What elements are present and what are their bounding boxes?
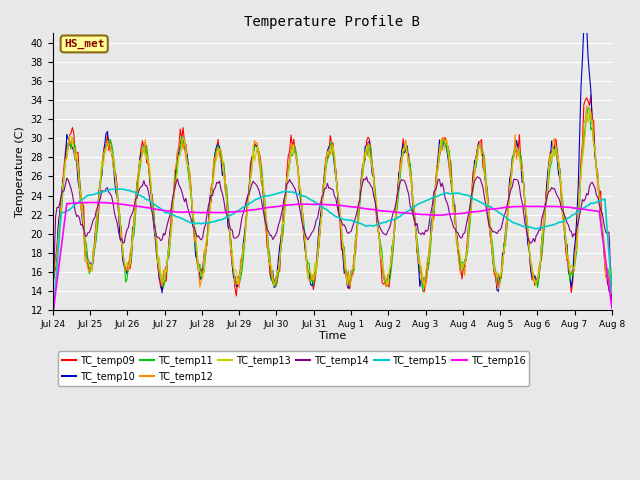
TC_temp14 <box>116 235 124 241</box>
Line: TC_temp10: TC_temp10 <box>52 18 612 293</box>
TC_temp14 <box>608 304 616 310</box>
TC_temp12 <box>452 239 460 245</box>
TC_temp09 <box>587 92 595 98</box>
TC_temp09 <box>272 284 280 290</box>
TC_temp10 <box>49 271 56 277</box>
Text: HS_met: HS_met <box>64 39 104 49</box>
Line: TC_temp14: TC_temp14 <box>52 177 612 307</box>
TC_temp13 <box>401 148 408 154</box>
TC_temp15 <box>457 191 465 197</box>
TC_temp16 <box>457 211 465 216</box>
Y-axis label: Temperature (C): Temperature (C) <box>15 126 25 217</box>
TC_temp15 <box>608 290 616 296</box>
TC_temp15 <box>454 190 461 196</box>
TC_temp15 <box>272 192 280 197</box>
TC_temp14 <box>231 235 239 241</box>
TC_temp15 <box>49 317 56 323</box>
TC_temp12 <box>116 218 124 224</box>
TC_temp12 <box>495 286 502 292</box>
TC_temp11 <box>231 275 239 281</box>
TC_temp14 <box>455 233 463 239</box>
TC_temp10 <box>116 236 124 242</box>
TC_temp16 <box>118 201 125 207</box>
TC_temp09 <box>608 277 616 283</box>
TC_temp09 <box>454 239 461 245</box>
TC_temp10 <box>457 269 465 275</box>
TC_temp12 <box>455 261 463 267</box>
TC_temp16 <box>454 211 461 216</box>
TC_temp12 <box>401 141 408 146</box>
TC_temp12 <box>270 282 278 288</box>
TC_temp11 <box>419 288 426 294</box>
TC_temp13 <box>455 248 463 253</box>
TC_temp13 <box>231 267 239 273</box>
TC_temp13 <box>270 283 278 288</box>
TC_temp09 <box>232 293 240 299</box>
TC_temp10 <box>272 276 280 282</box>
TC_temp11 <box>457 265 465 271</box>
TC_temp13 <box>116 220 124 226</box>
X-axis label: Time: Time <box>319 331 346 340</box>
TC_temp16 <box>232 209 240 215</box>
TC_temp11 <box>401 144 408 150</box>
TC_temp16 <box>49 312 56 318</box>
TC_temp15 <box>232 209 240 215</box>
TC_temp16 <box>272 204 280 210</box>
TC_temp14 <box>270 234 278 240</box>
TC_temp09 <box>49 281 56 287</box>
TC_temp11 <box>608 276 616 281</box>
TC_temp13 <box>586 106 593 111</box>
TC_temp11 <box>584 105 592 111</box>
TC_temp10 <box>581 15 589 21</box>
TC_temp15 <box>115 186 122 192</box>
Line: TC_temp12: TC_temp12 <box>52 106 612 289</box>
TC_temp09 <box>116 218 124 224</box>
TC_temp14 <box>49 301 56 307</box>
TC_temp10 <box>402 146 410 152</box>
TC_temp14 <box>474 174 481 180</box>
Legend: TC_temp09, TC_temp10, TC_temp11, TC_temp12, TC_temp13, TC_temp14, TC_temp15, TC_: TC_temp09, TC_temp10, TC_temp11, TC_temp… <box>58 351 529 386</box>
TC_temp12 <box>608 265 616 271</box>
TC_temp16 <box>608 305 616 311</box>
TC_temp13 <box>608 265 616 271</box>
TC_temp10 <box>608 273 616 279</box>
TC_temp12 <box>583 103 591 109</box>
TC_temp11 <box>270 281 278 287</box>
Line: TC_temp11: TC_temp11 <box>52 108 612 291</box>
TC_temp15 <box>118 186 125 192</box>
TC_temp12 <box>49 274 56 280</box>
TC_temp11 <box>49 282 56 288</box>
TC_temp09 <box>457 262 465 268</box>
Line: TC_temp13: TC_temp13 <box>52 108 612 294</box>
TC_temp14 <box>401 178 408 184</box>
Line: TC_temp16: TC_temp16 <box>52 203 612 315</box>
TC_temp10 <box>232 284 240 289</box>
TC_temp16 <box>97 200 104 205</box>
TC_temp11 <box>116 214 124 219</box>
TC_temp13 <box>49 274 56 279</box>
TC_temp12 <box>231 281 239 287</box>
TC_temp16 <box>402 210 410 216</box>
TC_temp13 <box>452 233 460 239</box>
Line: TC_temp09: TC_temp09 <box>52 95 612 296</box>
TC_temp10 <box>158 290 166 296</box>
TC_temp13 <box>607 291 614 297</box>
TC_temp15 <box>402 209 410 215</box>
TC_temp14 <box>452 229 460 235</box>
TC_temp09 <box>231 285 239 291</box>
Title: Temperature Profile B: Temperature Profile B <box>244 15 420 29</box>
TC_temp11 <box>454 241 461 247</box>
Line: TC_temp15: TC_temp15 <box>52 189 612 320</box>
TC_temp09 <box>402 142 410 148</box>
TC_temp10 <box>454 248 461 253</box>
